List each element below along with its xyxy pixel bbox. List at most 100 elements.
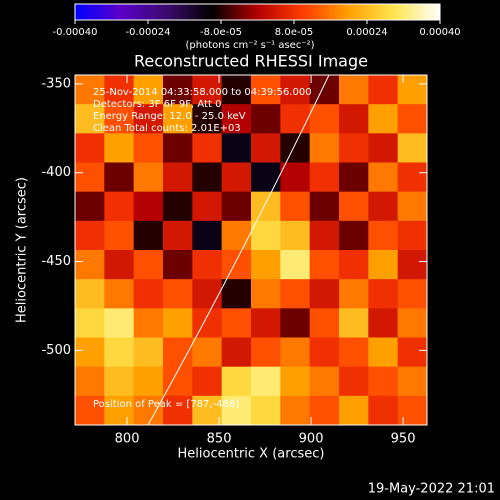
heatmap-cell [133,279,164,309]
heatmap-cell [163,308,193,338]
heatmap-cell [221,250,252,280]
colorbar [74,3,441,21]
x-tick-label: 850 [207,432,232,447]
heatmap-cell [309,191,340,222]
heatmap-cell [251,162,281,193]
heatmap-cell [104,279,135,309]
heatmap-cell [75,162,105,193]
heatmap-cell [221,162,252,193]
x-tick-label: 950 [391,432,416,447]
heatmap-cell [221,191,252,222]
heatmap-cell [397,162,428,193]
heatmap-cell [75,366,105,397]
heatmap-cell [133,220,164,251]
heatmap-cell [75,220,105,251]
heatmap-cell [163,104,193,134]
heatmap-cell [133,75,164,105]
heatmap-cell [75,395,105,426]
heatmap-cell [133,366,164,397]
heatmap-cell [397,191,428,222]
heatmap-cell [339,279,369,309]
heatmap-cell [368,395,399,426]
heatmap-cell [192,279,223,309]
timestamp: 19-May-2022 21:01 [368,482,495,497]
heatmap-cell [397,366,428,397]
colorbar-tick-label: 0.00040 [419,27,460,38]
heatmap-cell [397,250,428,280]
heatmap-cell [251,75,281,105]
x-axis-label: Heliocentric X (arcsec) [178,447,325,462]
heatmap-cell [104,366,135,397]
heatmap-cell [192,191,223,222]
heatmap-cell [368,191,399,222]
heatmap-cell [104,337,135,368]
heatmap-cell [133,133,164,163]
heatmap-cell [163,191,193,222]
heatmap-cell [280,191,311,222]
heatmap-cell [339,308,369,338]
heatmap-cell [221,395,252,426]
annotation: Detectors: 3F 6F 9F, Att 0 [93,99,221,110]
heatmap-cell [163,279,193,309]
heatmap-cell [133,337,164,368]
heatmap-cell [104,191,135,222]
heatmap-cell [339,162,369,193]
colorbar-tick-label: -0.00024 [126,27,171,38]
heatmap-cell [133,162,164,193]
heatmap-cell [339,104,369,134]
heatmap-cell [133,308,164,338]
colorbar-tick-label: 0.00024 [346,27,387,38]
heatmap-cell [221,308,252,338]
heatmap-cell [368,337,399,368]
heatmap-cell [192,395,223,426]
heatmap-cell [368,308,399,338]
heatmap-cell [192,75,223,105]
heatmap-cell [133,250,164,280]
heatmap-cell [221,104,252,134]
heatmap-cell [397,279,428,309]
heatmap-cell [104,250,135,280]
heatmap-cell [397,220,428,251]
annotation: Energy Range: 12.0 - 25.0 keV [93,111,246,122]
heatmap-cell [339,366,369,397]
heatmap-cell [339,220,369,251]
heatmap-cell [221,220,252,251]
heatmap-cell [368,75,399,105]
heatmap-cell [368,133,399,163]
heatmap-cell [192,104,223,134]
heatmap-cell [104,104,135,134]
heatmap-cell [251,191,281,222]
heatmap-cell [309,366,340,397]
solar-limb [147,74,330,426]
heatmap-cell [104,75,135,105]
heatmap-cell [251,104,281,134]
heatmap-cell [251,395,281,426]
heatmap [75,75,428,426]
heatmap-cell [339,337,369,368]
y-tick-label: -400 [41,165,71,180]
annotation: 25-Nov-2014 04:33:58.000 to 04:39:56.000 [93,87,312,98]
y-axis-label: Heliocentric Y (arcsec) [15,177,30,323]
heatmap-cell [192,133,223,163]
heatmap-cell [251,133,281,163]
heatmap-cell [192,366,223,397]
heatmap-cell [104,395,135,426]
heatmap-cell [221,366,252,397]
heatmap-cell [75,104,105,134]
heatmap-cell [75,191,105,222]
heatmap-cell [104,162,135,193]
heatmap-cell [280,308,311,338]
heatmap-cell [397,75,428,105]
heatmap-cell [309,395,340,426]
heatmap-cell [221,337,252,368]
heatmap-cell [75,337,105,368]
heatmap-cell [280,337,311,368]
heatmap-cell [339,75,369,105]
heatmap-cell [163,162,193,193]
heatmap-cell [309,250,340,280]
heatmap-cell [309,133,340,163]
heatmap-cell [368,250,399,280]
heatmap-cell [309,279,340,309]
colorbar-tick-label: -8.0e-05 [200,27,242,38]
